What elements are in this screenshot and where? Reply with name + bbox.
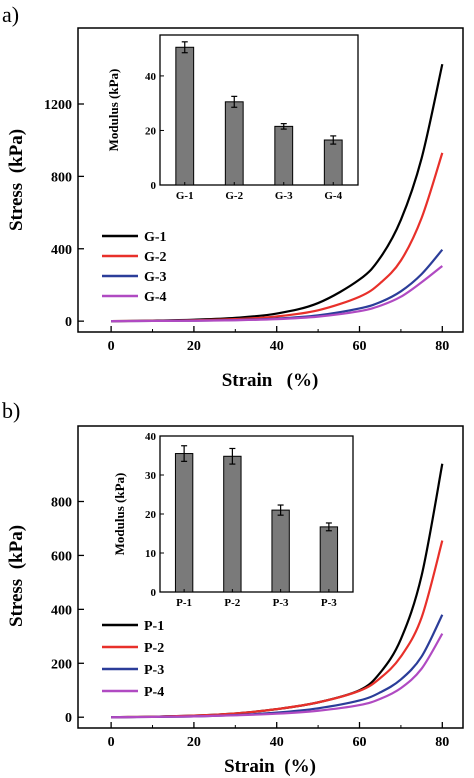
inset-y-tick-label: 40 xyxy=(145,431,157,443)
y-axis-title: Stress (kPa) xyxy=(6,525,27,627)
inset-y-tick-label: 20 xyxy=(145,509,157,521)
inset-category-label: G-4 xyxy=(324,190,342,202)
y-tick-label: 800 xyxy=(51,170,72,185)
inset-category-label: G-3 xyxy=(275,190,293,202)
inset-y-tick-label: 20 xyxy=(145,125,157,137)
x-tick-label: 80 xyxy=(435,735,449,750)
series-line-g-4 xyxy=(111,265,443,323)
x-tick-label: 20 xyxy=(187,339,201,354)
inset-y-tick-label: 10 xyxy=(145,548,157,560)
x-tick-label: 0 xyxy=(108,735,115,750)
x-tick-label: 40 xyxy=(270,339,284,354)
inset-y-axis-title: Modulus (kPa) xyxy=(106,69,121,152)
legend-label: G-3 xyxy=(144,270,167,285)
inset-bar xyxy=(274,125,294,186)
plot-frame xyxy=(77,27,464,333)
inset-bar xyxy=(224,101,244,186)
x-axis-title: Strain (%) xyxy=(222,370,319,391)
legend-label: G-1 xyxy=(144,230,167,245)
panel-label: a) xyxy=(2,2,19,27)
inset-bar xyxy=(223,455,242,593)
inset-category-label: G-1 xyxy=(176,190,194,202)
x-tick-label: 40 xyxy=(270,735,284,750)
inset-bar-chart: 0 10 20 30 40 Modulus (kPa) P-1 P-2 P-3 P-3 xyxy=(112,431,354,609)
inset-y-tick-label: 30 xyxy=(145,470,157,482)
plot-frame xyxy=(77,425,464,729)
inset-y-tick-label: 40 xyxy=(145,71,157,83)
inset-category-label: P-1 xyxy=(176,597,192,609)
inset-y-axis-title: Modulus (kPa) xyxy=(112,473,127,556)
x-tick-label: 20 xyxy=(187,735,201,750)
y-tick-label: 0 xyxy=(65,711,72,726)
inset-bar xyxy=(271,509,290,593)
y-tick-label: 600 xyxy=(51,549,72,564)
y-tick-label: 800 xyxy=(51,496,72,511)
y-tick-label: 0 xyxy=(65,315,72,330)
legend-label: P-4 xyxy=(144,685,164,700)
x-tick-label: 60 xyxy=(353,339,367,354)
y-tick-label: 400 xyxy=(51,603,72,618)
inset-bar xyxy=(323,139,343,186)
y-tick-label: 200 xyxy=(51,657,72,672)
x-tick-label: 60 xyxy=(353,735,367,750)
series-line-p-4 xyxy=(111,633,444,719)
legend-label: G-2 xyxy=(144,250,167,265)
inset-category-label: P-2 xyxy=(224,597,240,609)
inset-category-label: P-3 xyxy=(321,597,337,609)
inset-bar xyxy=(175,46,195,186)
y-tick-label: 1200 xyxy=(44,98,72,113)
x-tick-label: 80 xyxy=(435,339,449,354)
legend-label: P-1 xyxy=(144,619,164,634)
x-tick-label: 0 xyxy=(108,339,115,354)
inset-category-label: G-2 xyxy=(225,190,243,202)
inset-category-label: P-3 xyxy=(273,597,289,609)
y-tick-label: 400 xyxy=(51,243,72,258)
inset-y-tick-label: 0 xyxy=(151,587,157,599)
legend-label: P-3 xyxy=(144,663,164,678)
legend-label: G-4 xyxy=(144,290,167,305)
inset-bar xyxy=(174,453,194,593)
y-axis-title: Stress (kPa) xyxy=(6,129,27,231)
inset-y-tick-label: 0 xyxy=(151,180,157,192)
inset-bar xyxy=(319,526,339,593)
inset-bar-chart: 0 20 40 Modulus (kPa) G-1 G-2 G-3 G-4 xyxy=(106,34,359,202)
legend-label: P-2 xyxy=(144,641,164,656)
panel-label: b) xyxy=(2,398,20,423)
x-axis-title: Strain (%) xyxy=(224,756,316,777)
